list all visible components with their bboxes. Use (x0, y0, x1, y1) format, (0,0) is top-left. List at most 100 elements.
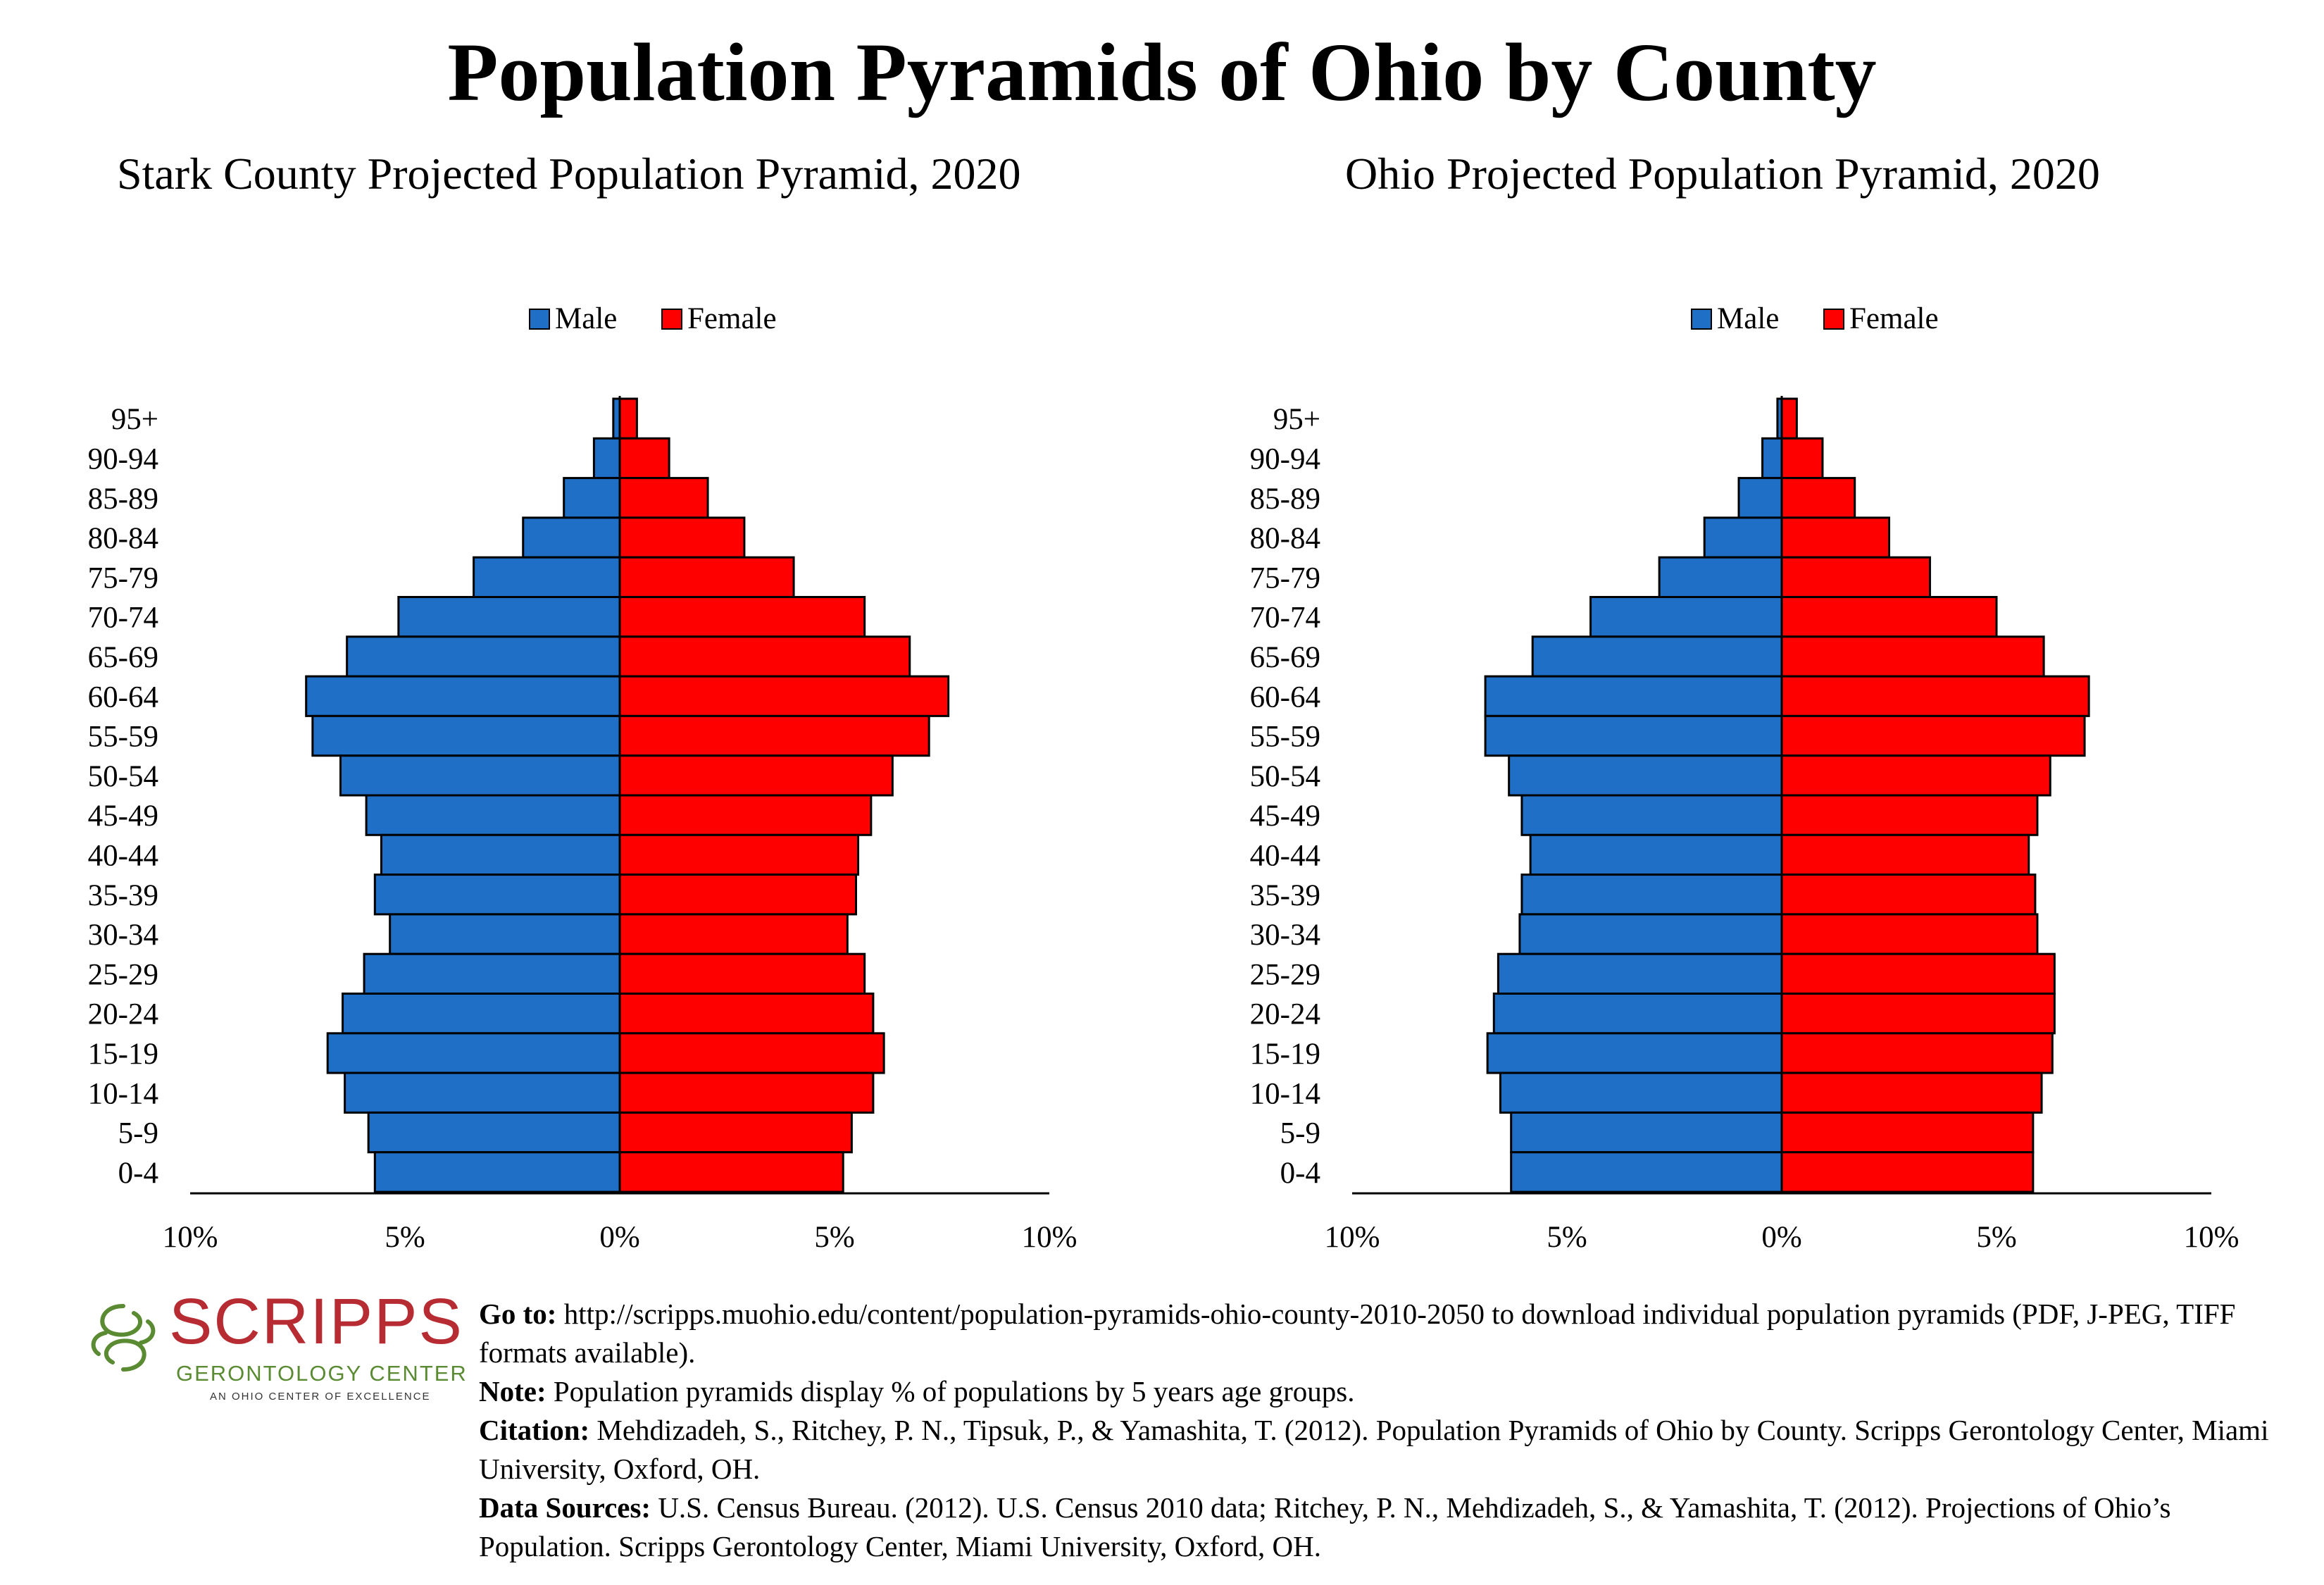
bar-male-5-9 (367, 1111, 621, 1154)
bar-male-55-59 (1484, 714, 1783, 757)
legend-swatch-male (1691, 309, 1712, 330)
legend-swatch-female (1823, 309, 1844, 330)
bar-female-95+ (1780, 397, 1798, 440)
bar-male-70-74 (397, 596, 621, 638)
bar-male-60-64 (305, 675, 621, 717)
bar-female-10-14 (1780, 1071, 2043, 1114)
bar-male-0-4 (373, 1151, 621, 1193)
ohio-pyramid-chart: Male Female 95+ 90-94 85-89 80-84 75-79 70-74 65… (1250, 302, 2239, 1254)
chart-legend: Male Female (1691, 302, 1939, 335)
bar-female-45-49 (618, 794, 873, 836)
age-tick-label: 60-64 (88, 680, 158, 714)
bar-male-80-84 (522, 516, 621, 559)
age-tick-label: 60-64 (1250, 680, 1320, 714)
bar-female-55-59 (618, 714, 930, 757)
bar-female-95+ (618, 397, 638, 440)
bar-female-50-54 (1780, 754, 2051, 797)
age-tick-label: 5-9 (1280, 1117, 1320, 1150)
age-tick-label: 95+ (111, 403, 158, 436)
bar-female-55-59 (1780, 714, 2086, 757)
age-tick-label: 80-84 (1250, 522, 1320, 555)
bar-male-40-44 (380, 833, 621, 876)
age-tick-label: 55-59 (88, 721, 158, 754)
bar-male-10-14 (1499, 1071, 1783, 1114)
legend-label-female: Female (687, 302, 777, 335)
bar-female-80-84 (618, 516, 746, 559)
bar-male-5-9 (1510, 1111, 1783, 1154)
bar-male-85-89 (1737, 477, 1783, 519)
bar-male-15-19 (1486, 1032, 1783, 1074)
x-tick-label: 5% (1976, 1221, 2016, 1254)
bar-female-40-44 (1780, 833, 2030, 876)
bar-male-25-29 (363, 952, 621, 995)
bar-male-0-4 (1510, 1151, 1783, 1193)
bar-male-35-39 (373, 874, 621, 916)
bar-male-60-64 (1484, 675, 1783, 717)
bar-male-75-79 (473, 556, 621, 599)
stark-chart-title: Stark County Projected Population Pyrami… (117, 149, 1021, 199)
bar-female-45-49 (1780, 794, 2039, 836)
age-tick-label: 25-29 (88, 958, 158, 991)
age-tick-label: 65-69 (88, 641, 158, 674)
note-description: Note: Population pyramids display % of p… (479, 1372, 2310, 1411)
note-label: Citation: (479, 1414, 590, 1446)
x-tick-label: 10% (163, 1221, 218, 1254)
bar-female-60-64 (618, 675, 950, 717)
bar-female-75-79 (618, 556, 795, 599)
bar-female-70-74 (618, 596, 866, 638)
bar-male-65-69 (1531, 635, 1783, 678)
bar-male-15-19 (326, 1032, 621, 1074)
bar-female-40-44 (618, 833, 860, 876)
x-tick-label: 0% (1761, 1221, 1801, 1254)
age-tick-label: 35-39 (88, 879, 158, 912)
age-tick-label: 5-9 (118, 1117, 158, 1150)
note-text: U.S. Census Bureau. (2012). U.S. Census … (479, 1491, 2171, 1562)
bar-female-75-79 (1780, 556, 1931, 599)
bar-male-30-34 (389, 913, 621, 955)
age-tick-label: 30-34 (1250, 919, 1320, 952)
bar-male-65-69 (346, 635, 621, 678)
bar-male-50-54 (339, 754, 621, 797)
age-tick-label: 0-4 (1280, 1157, 1320, 1190)
bar-male-90-94 (592, 437, 621, 480)
bar-female-30-34 (1780, 913, 2039, 955)
age-tick-label: 55-59 (1250, 721, 1320, 754)
note-text: http://scripps.muohio.edu/content/popula… (479, 1298, 2236, 1369)
age-tick-label: 15-19 (1250, 1038, 1320, 1071)
bar-male-85-89 (563, 477, 621, 519)
age-tick-label: 70-74 (1250, 602, 1320, 635)
bar-female-85-89 (618, 477, 709, 519)
bar-female-5-9 (618, 1111, 853, 1154)
age-tick-label: 45-49 (1250, 800, 1320, 833)
bar-male-30-34 (1518, 913, 1783, 955)
bar-male-40-44 (1529, 833, 1783, 876)
bar-male-90-94 (1761, 437, 1783, 480)
age-tick-label: 10-14 (1250, 1077, 1320, 1110)
bar-female-65-69 (618, 635, 911, 678)
bar-female-50-54 (618, 754, 894, 797)
age-tick-label: 75-79 (88, 561, 158, 595)
bar-female-80-84 (1780, 516, 1890, 559)
bar-female-70-74 (1780, 596, 1998, 638)
bar-male-20-24 (342, 993, 621, 1035)
bar-male-25-29 (1497, 952, 1783, 995)
bar-male-20-24 (1492, 993, 1783, 1035)
age-tick-label: 20-24 (88, 998, 158, 1031)
x-tick-label: 5% (1547, 1221, 1587, 1254)
age-tick-label: 30-34 (88, 919, 158, 952)
note-goto: Go to: http://scripps.muohio.edu/content… (479, 1295, 2310, 1372)
bar-male-75-79 (1658, 556, 1783, 599)
bar-female-35-39 (1780, 874, 2037, 916)
bar-female-20-24 (1780, 993, 2056, 1035)
age-tick-label: 40-44 (88, 839, 158, 872)
age-tick-label: 65-69 (1250, 641, 1320, 674)
logo-wordmark: SCRIPPS (169, 1286, 463, 1357)
bar-female-65-69 (1780, 635, 2045, 678)
bar-female-15-19 (1780, 1032, 2054, 1074)
age-tick-label: 85-89 (1250, 483, 1320, 516)
bar-female-25-29 (618, 952, 866, 995)
age-tick-label: 75-79 (1250, 561, 1320, 595)
logo-subtitle: GERONTOLOGY CENTER (176, 1361, 468, 1386)
x-tick-label: 10% (1325, 1221, 1380, 1254)
ohio-chart-title: Ohio Projected Population Pyramid, 2020 (1345, 149, 2100, 199)
